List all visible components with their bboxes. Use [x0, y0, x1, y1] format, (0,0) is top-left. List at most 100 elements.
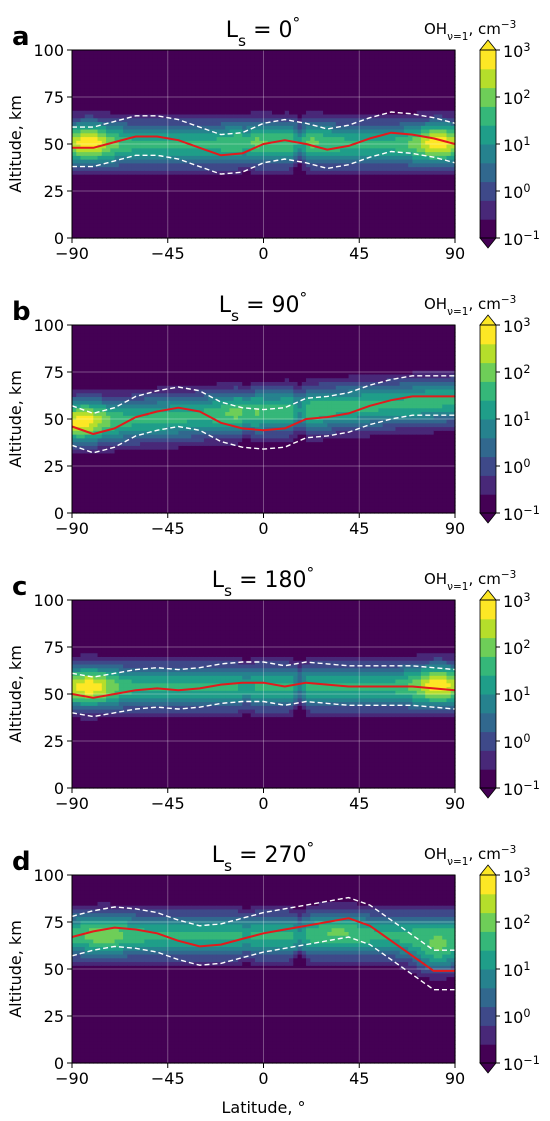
heatmap-cell	[216, 50, 222, 55]
heatmap-cell	[289, 95, 294, 100]
heatmap-cell	[182, 144, 188, 149]
heatmap-cell	[140, 185, 145, 190]
heatmap-cell	[93, 219, 99, 224]
heatmap-cell	[250, 50, 256, 55]
heatmap-cell	[89, 91, 94, 96]
heatmap-cell	[110, 83, 116, 89]
heatmap-cell	[131, 53, 137, 59]
heatmap-cell	[169, 181, 175, 186]
heatmap-cell	[174, 219, 179, 224]
heatmap-cell	[203, 151, 209, 156]
heatmap-cell	[148, 80, 154, 85]
heatmap-cell	[157, 117, 162, 123]
heatmap-cell	[450, 128, 456, 134]
heatmap-cell	[272, 136, 277, 141]
heatmap-cell	[195, 106, 201, 111]
heatmap-cell	[114, 113, 120, 119]
heatmap-cell	[335, 98, 341, 104]
heatmap-cell	[233, 159, 239, 164]
heatmap-cell	[208, 102, 214, 107]
heatmap-cell	[76, 467, 82, 473]
heatmap-cell	[289, 68, 294, 74]
heatmap-cell	[84, 177, 90, 183]
heatmap-cell	[301, 106, 307, 111]
heatmap-cell	[157, 128, 162, 134]
heatmap-cell	[80, 80, 86, 85]
heatmap-cell	[420, 87, 426, 92]
heatmap-cell	[123, 106, 128, 111]
y-tick-label: 0	[54, 229, 64, 248]
heatmap-cell	[450, 200, 456, 205]
heatmap-cell	[165, 226, 171, 232]
heatmap-cell	[352, 144, 358, 149]
heatmap-cell	[357, 80, 362, 85]
heatmap-cell	[420, 211, 426, 217]
heatmap-cell	[152, 91, 158, 96]
heatmap-cell	[280, 121, 286, 126]
heatmap-cell	[123, 189, 128, 194]
heatmap-cell	[306, 192, 311, 198]
heatmap-cell	[118, 230, 124, 235]
heatmap-cell	[306, 162, 311, 168]
heatmap-cell	[425, 196, 431, 201]
heatmap-cell	[101, 140, 107, 145]
heatmap-cell	[76, 151, 82, 156]
heatmap-cell	[152, 136, 158, 141]
heatmap-cell	[76, 106, 82, 111]
heatmap-cell	[72, 422, 77, 428]
heatmap-cell	[331, 121, 337, 126]
heatmap-cell	[352, 215, 358, 220]
heatmap-cell	[284, 61, 290, 66]
heatmap-cell	[157, 230, 162, 235]
heatmap-cell	[169, 68, 175, 74]
heatmap-cell	[220, 68, 226, 74]
heatmap-cell	[152, 87, 158, 92]
heatmap-cell	[352, 80, 358, 85]
heatmap-cell	[310, 226, 316, 232]
heatmap-cell	[140, 91, 145, 96]
heatmap-cell	[259, 196, 265, 201]
heatmap-cell	[220, 181, 226, 186]
heatmap-cell	[412, 57, 418, 62]
heatmap-cell	[297, 151, 303, 156]
heatmap-cell	[395, 181, 401, 186]
heatmap-cell	[89, 336, 94, 341]
heatmap-cell	[310, 128, 316, 134]
heatmap-cell	[344, 192, 350, 198]
heatmap-cell	[446, 189, 452, 194]
heatmap-cell	[97, 222, 103, 228]
heatmap-cell	[225, 230, 231, 235]
heatmap-cell	[191, 226, 197, 232]
heatmap-cell	[246, 162, 252, 168]
heatmap-cell	[323, 76, 328, 81]
heatmap-cell	[97, 336, 103, 341]
heatmap-cell	[365, 106, 371, 111]
heatmap-cell	[280, 181, 286, 186]
heatmap-cell	[161, 76, 167, 81]
heatmap-cell	[246, 219, 252, 224]
heatmap-cell	[118, 162, 124, 168]
heatmap-cell	[318, 230, 324, 235]
heatmap-cell	[267, 200, 273, 205]
heatmap-cell	[357, 98, 362, 104]
heatmap-cell	[152, 204, 158, 209]
heatmap-cell	[314, 234, 320, 239]
heatmap-cell	[93, 332, 99, 337]
heatmap-cell	[327, 185, 333, 190]
heatmap-cell	[382, 76, 388, 81]
heatmap-cell	[229, 189, 235, 194]
heatmap-cell	[416, 87, 422, 92]
heatmap-cell	[293, 57, 299, 62]
heatmap-cell	[412, 102, 418, 107]
heatmap-cell	[420, 53, 426, 59]
heatmap-cell	[403, 50, 409, 55]
heatmap-cell	[148, 144, 154, 149]
heatmap-cell	[340, 200, 345, 205]
heatmap-cell	[297, 155, 303, 160]
heatmap-cell	[378, 170, 384, 175]
heatmap-cell	[420, 144, 426, 149]
heatmap-cell	[301, 159, 307, 164]
heatmap-cell	[429, 222, 435, 228]
heatmap-cell	[323, 219, 328, 224]
heatmap-cell	[114, 147, 120, 153]
